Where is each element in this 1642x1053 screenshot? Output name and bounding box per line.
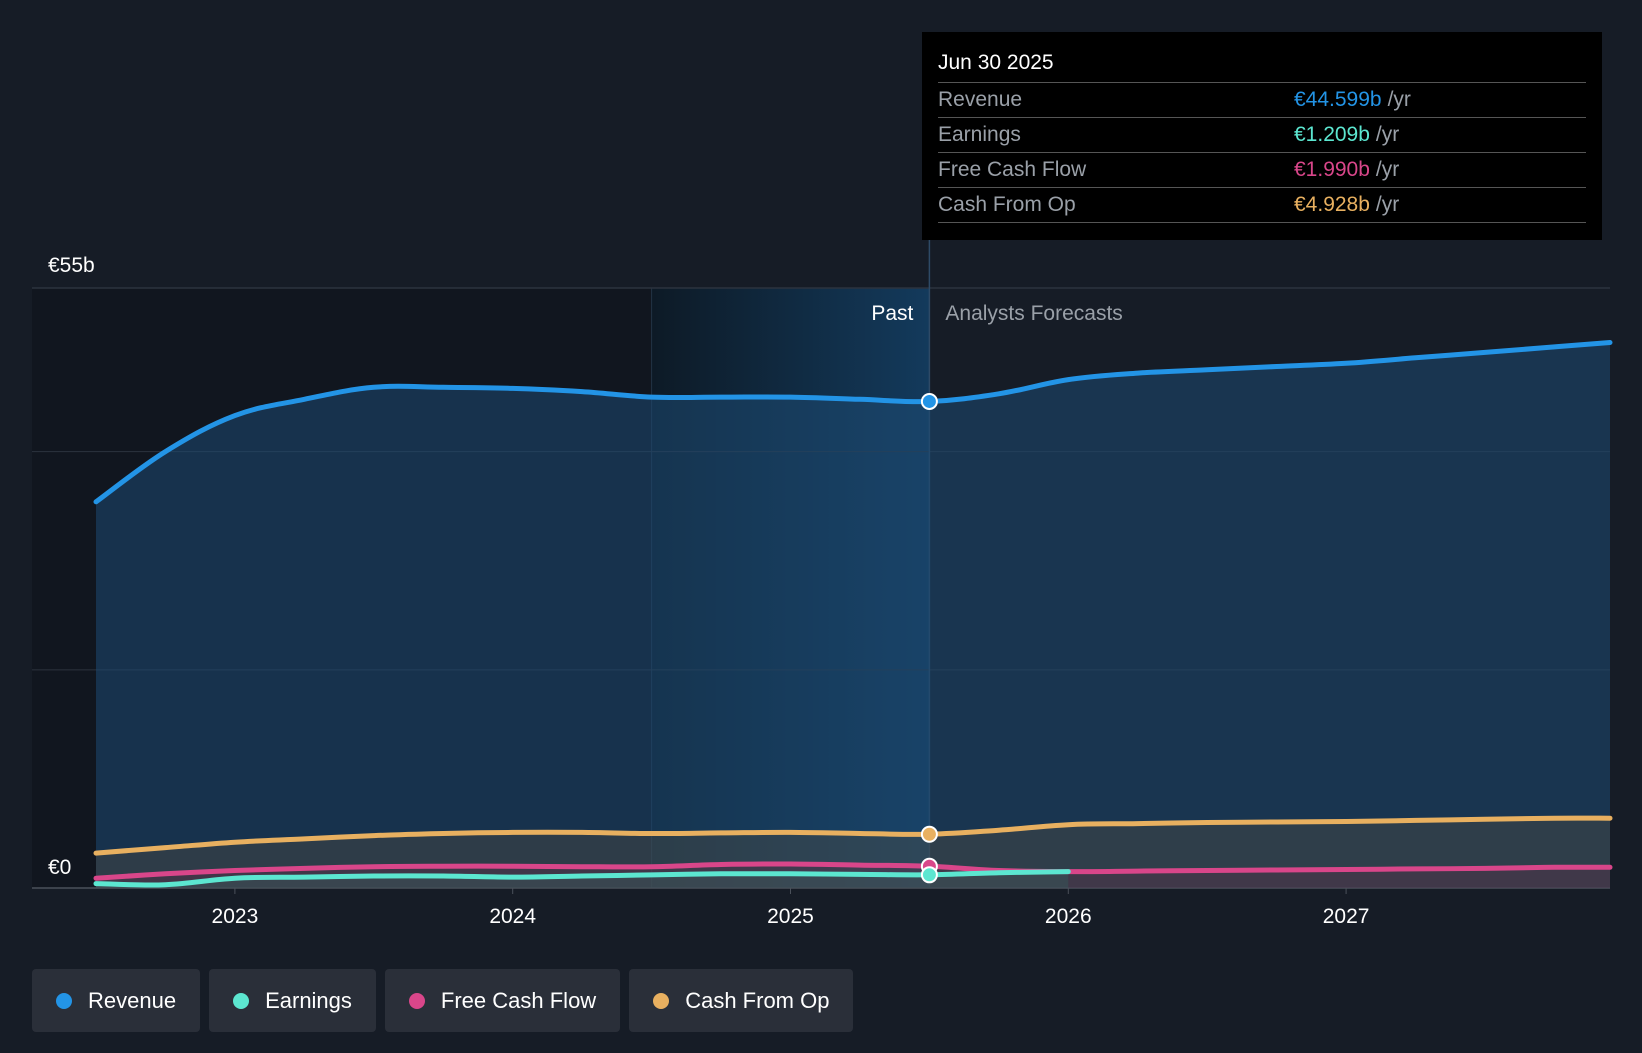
tooltip-unit: /yr: [1387, 88, 1411, 111]
tooltip-row-revenue: Revenue €44.599b /yr: [938, 83, 1586, 118]
x-tick-label: 2024: [489, 905, 536, 928]
tooltip: Jun 30 2025 Revenue €44.599b /yr Earning…: [922, 32, 1602, 240]
legend-label: Revenue: [88, 987, 177, 1013]
line-revenue: [93, 340, 1613, 505]
tooltip-date: Jun 30 2025: [938, 48, 1586, 83]
line-earnings: [93, 869, 1071, 888]
x-tick-label: 2027: [1323, 905, 1370, 928]
x-tick-label: 2023: [212, 905, 259, 928]
tooltip-unit: /yr: [1375, 123, 1400, 146]
legend-item-free-cash-flow[interactable]: Free Cash Flow: [384, 969, 621, 1032]
marker-cash_from_op: [920, 825, 938, 843]
legend-item-revenue[interactable]: Revenue: [32, 969, 201, 1032]
legend-label: Earnings: [265, 987, 352, 1013]
tooltip-value: €1.990b: [1294, 158, 1370, 181]
tooltip-unit: /yr: [1375, 158, 1400, 181]
tooltip-value: €44.599b: [1294, 88, 1382, 111]
legend-item-earnings[interactable]: Earnings: [209, 969, 376, 1032]
legend-item-cash-from-op[interactable]: Cash From Op: [629, 969, 854, 1032]
tooltip-row-cash-from-op: Cash From Op €4.928b /yr: [938, 188, 1586, 223]
y-tick-label: €0: [48, 856, 71, 879]
legend-dot-icon: [56, 992, 72, 1009]
line-cash_from_op: [93, 815, 1613, 856]
tooltip-label: Cash From Op: [938, 193, 1076, 216]
legend-label: Free Cash Flow: [440, 987, 597, 1013]
marker-revenue: [920, 392, 938, 410]
tooltip-label: Free Cash Flow: [938, 158, 1087, 181]
legend: Revenue Earnings Free Cash Flow Cash Fro…: [32, 969, 854, 1032]
tooltip-row-earnings: Earnings €1.209b /yr: [938, 118, 1586, 153]
forecast-label: Analysts Forecasts: [945, 302, 1122, 325]
tooltip-unit: /yr: [1375, 193, 1400, 216]
tooltip-value: €1.209b: [1294, 123, 1370, 146]
past-label: Past: [871, 302, 913, 325]
tooltip-row-free-cash-flow: Free Cash Flow €1.990b /yr: [938, 153, 1586, 188]
legend-label: Cash From Op: [685, 987, 830, 1013]
x-tick-label: 2026: [1045, 905, 1092, 928]
line-free_cash_flow: [93, 861, 1613, 881]
legend-dot-icon: [653, 992, 670, 1009]
x-tick-label: 2025: [767, 905, 814, 928]
y-tick-label: €55b: [48, 254, 95, 277]
marker-earnings: [920, 866, 938, 884]
legend-dot-icon: [233, 992, 250, 1009]
area-revenue: [96, 342, 1610, 888]
tooltip-label: Earnings: [938, 123, 1021, 146]
tooltip-label: Revenue: [938, 88, 1023, 111]
tooltip-value: €4.928b: [1294, 193, 1370, 216]
legend-dot-icon: [408, 992, 425, 1009]
